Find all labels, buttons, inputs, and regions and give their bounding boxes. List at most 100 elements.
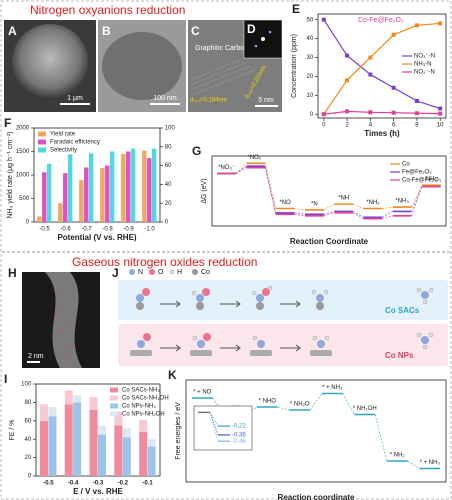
inset-value: -0.46 [232,439,246,445]
legend-swatch [38,147,46,153]
data-point [414,111,419,116]
x-tick-label: -0.3 [93,481,104,487]
y-tick-label: 0 [165,220,169,226]
legend-swatch [110,403,118,409]
inset-value: -0.36 [232,432,246,438]
x-tick-label: -0.2 [118,481,129,487]
y-tick-label: 60 [165,163,172,169]
data-point [414,23,419,28]
legend-label: NO₂⁻-N [414,70,435,76]
bar-segment [147,446,156,476]
connector [235,163,247,174]
bar-segment [48,407,57,417]
legend-swatch [38,131,46,137]
y-tick-label: 0 [310,112,314,118]
bar [147,158,152,222]
bar [130,148,136,222]
x-tick-label: -0.7 [81,227,92,233]
data-point [368,55,373,60]
connector [411,186,423,212]
legend-label: NH₃-N [414,62,431,68]
data-point [391,85,396,90]
connector [323,211,335,215]
legend-label: Yield rate [50,132,76,138]
scale-label: 5 nm [258,97,274,104]
panel-label: A [8,24,17,38]
legend-label: O [158,269,164,276]
bar-segment [39,404,48,421]
legend-label: Co-Fe@Fe₂O₃ [402,178,442,184]
row-label: Co SACs [385,306,420,315]
lattice [189,59,256,96]
bar-segment [89,396,98,410]
y-tick-label: 10 [307,93,314,99]
x-tick-label: -0.8 [102,227,113,233]
data-point [391,110,396,115]
bar [105,165,110,222]
legend-label: NO₃⁻-N [414,54,435,60]
y-tick-label: 50 [307,17,314,23]
y-tick-label: 20 [165,201,172,207]
panel-label: B [102,24,111,38]
data-point [345,78,350,83]
legend-label: Co NPs-NH₃ [122,404,156,410]
bar-segment [73,402,82,476]
y-tick-label: 500 [19,196,30,202]
y-tick-label: 1500 [16,149,30,155]
y-tick-label: 40 [165,182,172,188]
inset-value: -0.22 [232,424,246,430]
x-tick-label: 2 [345,123,349,129]
connector [382,215,393,219]
panel-label: D [247,22,256,36]
image-label: Graphitic Carbon [195,45,248,52]
inset-connector [209,412,219,442]
section-title: Gaseous nitrogen oxides reduction [72,255,257,269]
spot [268,30,272,34]
state-label: * + NH₃ [420,460,441,466]
connector [244,406,258,415]
state-label: *NH₃ [395,199,409,205]
spot [254,44,258,48]
connector [264,166,277,213]
y-tick-label: 100 [21,382,32,388]
y-tick-label: 60 [25,418,32,424]
state-label: *N [311,202,318,208]
y-tick-label: 40 [25,437,32,443]
state-label: *NH [338,196,349,202]
bar-segment [122,428,131,438]
x-axis-label: Reaction Coordinate [290,237,369,246]
bar-segment [139,431,148,476]
panel-label: K [168,368,177,382]
y-axis-label: FE / % [9,419,16,440]
j-legend: N O H Co [129,269,210,276]
bar-segment [139,419,148,432]
y-tick-label: 20 [25,455,32,461]
bar [84,167,89,222]
legend-label: Faradaic efficiency [50,140,100,146]
x-tick-label: 4 [369,123,373,129]
axis-frame [317,13,447,119]
x-tick-label: 0 [322,123,326,129]
connector [264,163,277,209]
panel-label: C [191,24,200,38]
bar [142,150,147,222]
inset-connector [209,412,219,427]
connector [411,185,423,208]
bar-segment [98,434,107,476]
connector [323,212,335,217]
state-label: * NH₂ [390,453,406,459]
section-title: Nitrogen oxyanions reduction [30,3,185,17]
sac-panel [118,280,448,320]
bar [37,216,42,222]
state-label: * + NH₃ [322,385,343,391]
data-point [321,112,326,117]
series-line [323,110,441,115]
connector [374,414,388,462]
legend-label: Co SACs-NH₃ [122,388,160,394]
data-point [438,106,443,111]
legend-swatch [110,411,118,417]
data-point [414,98,419,103]
legend-label: Co [402,162,410,168]
bar-segment [64,404,73,476]
state-label: * NHO [259,399,277,405]
